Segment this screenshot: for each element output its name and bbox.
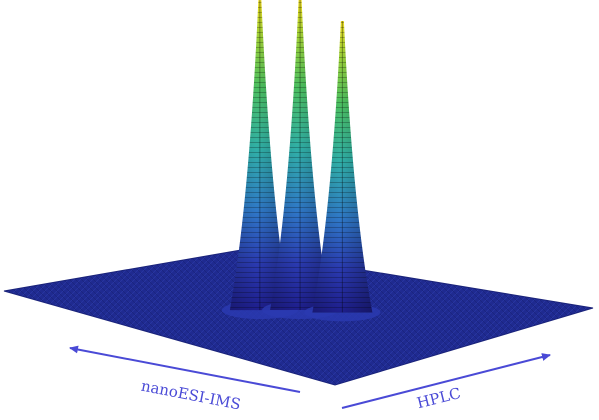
peak-3 [304, 20, 381, 322]
peak-mesh [312, 20, 373, 313]
ims-axis-arrow [69, 345, 301, 393]
hplc-axis-arrow [341, 353, 551, 409]
peak-mesh [229, 0, 290, 311]
peak-1 [221, 0, 298, 320]
peaks-layer [221, 0, 381, 322]
x-axis-label: nanoESI-IMS [140, 377, 243, 414]
peak-2 [262, 0, 339, 320]
peak-mesh [270, 0, 331, 311]
